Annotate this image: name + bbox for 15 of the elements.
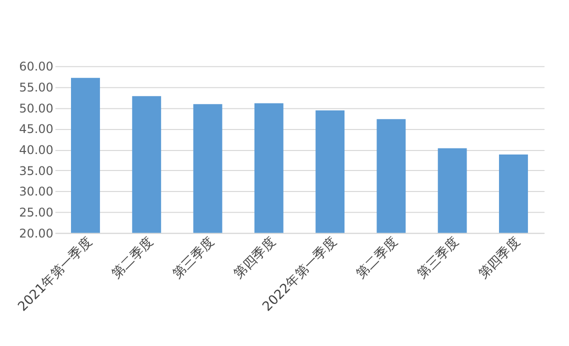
y-tick-label: 35.00: [19, 164, 54, 178]
y-tick-label: 20.00: [19, 226, 54, 240]
y-tick-label: 30.00: [19, 184, 54, 199]
y-tick-label: 40.00: [19, 143, 54, 158]
y-tick-label: 25.00: [19, 206, 54, 220]
x-tick-label: 第四季度: [475, 234, 524, 282]
y-tick-label: 60.00: [19, 60, 54, 74]
x-tick-label: 第三季度: [414, 234, 462, 282]
x-tick-label: 第二季度: [352, 234, 402, 282]
x-tick-label: 第三季度: [170, 234, 218, 282]
y-tick-label: 55.00: [19, 80, 54, 94]
y-tick-label: 50.00: [19, 101, 54, 116]
x-tick-label: 第四季度: [230, 234, 279, 282]
x-tick-label: 第二季度: [108, 234, 157, 282]
y-tick-label: 45.00: [19, 122, 54, 136]
